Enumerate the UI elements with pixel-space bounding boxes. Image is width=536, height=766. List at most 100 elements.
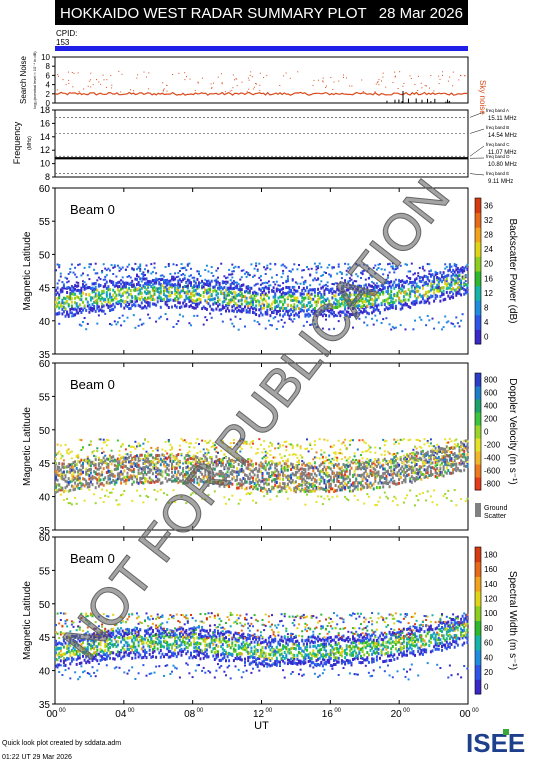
- echo-cell: [463, 450, 465, 453]
- echo-cell: [432, 461, 434, 464]
- echo-cell: [93, 450, 95, 452]
- echo-cell: [98, 305, 100, 308]
- sky-noise-point: [378, 81, 379, 82]
- echo-cell: [325, 272, 327, 274]
- echo-cell: [257, 292, 259, 295]
- sky-noise-point: [438, 76, 439, 77]
- echo-cell: [66, 300, 68, 303]
- echo-cell: [63, 285, 65, 287]
- sky-noise-point: [414, 84, 415, 85]
- echo-cell: [176, 306, 178, 309]
- sky-noise-point: [88, 86, 89, 87]
- echo-cell: [149, 305, 151, 308]
- echo-cell: [241, 303, 243, 306]
- beam-label: Beam 0: [70, 202, 115, 217]
- echo-cell: [230, 319, 232, 321]
- echo-cell: [225, 297, 227, 300]
- echo-cell: [296, 268, 298, 270]
- sky-noise-point: [111, 87, 112, 88]
- echo-cell: [152, 472, 154, 475]
- echo-cell: [76, 302, 78, 305]
- echo-cell: [249, 311, 251, 314]
- colorbar-tick-label: 16: [484, 274, 493, 283]
- echo-cell: [82, 283, 84, 285]
- echo-cell: [392, 297, 394, 300]
- echo-cell: [112, 488, 114, 490]
- echo-cell: [144, 439, 146, 441]
- echo-cell: [90, 263, 92, 265]
- echo-cell: [161, 481, 163, 484]
- echo-cell: [281, 490, 283, 492]
- echo-cell: [301, 276, 303, 278]
- echo-cell: [374, 468, 376, 471]
- echo-cell: [304, 297, 306, 300]
- echo-cell: [295, 308, 297, 311]
- echo-cell: [65, 669, 67, 671]
- echo-cell: [209, 288, 211, 291]
- echo-cell: [406, 280, 408, 283]
- echo-cell: [165, 313, 167, 315]
- echo-cell: [104, 441, 106, 443]
- echo-cell: [134, 263, 136, 265]
- echo-cell: [122, 443, 124, 445]
- echo-cell: [74, 470, 76, 473]
- echo-cell: [85, 328, 87, 330]
- echo-cell: [436, 272, 438, 274]
- echo-cell: [168, 306, 170, 309]
- echo-cell: [455, 439, 457, 441]
- sky-noise-point: [430, 75, 431, 76]
- echo-cell: [427, 471, 429, 474]
- echo-cell: [246, 297, 248, 300]
- echo-cell: [368, 496, 370, 498]
- echo-cell: [115, 276, 117, 278]
- echo-cell: [231, 323, 233, 325]
- echo-cell: [101, 489, 103, 491]
- sky-noise-point: [68, 83, 69, 84]
- echo-cell: [106, 274, 108, 276]
- echo-cell: [177, 320, 179, 322]
- echo-cell: [176, 467, 178, 470]
- echo-cell: [269, 454, 271, 456]
- echo-cell: [228, 269, 230, 271]
- freq-ylabel-unit: (MHz): [27, 136, 33, 150]
- echo-cell: [61, 456, 63, 458]
- echo-cell: [212, 275, 214, 277]
- echo-cell: [427, 315, 429, 317]
- echo-cell: [138, 325, 140, 327]
- colorbar-tick-label: 20: [484, 260, 493, 269]
- echo-cell: [366, 458, 368, 460]
- freq-band-name: freq band E: [486, 171, 509, 176]
- plot-title: HOKKAIDO WEST RADAR SUMMARY PLOT: [60, 5, 367, 22]
- echo-cell: [193, 447, 195, 449]
- echo-cell: [155, 304, 157, 307]
- sky-noise-point: [349, 86, 350, 87]
- sky-noise-point: [104, 79, 105, 80]
- echo-cell: [395, 327, 397, 329]
- echo-cell: [432, 448, 434, 450]
- echo-cell: [290, 313, 292, 316]
- echo-cell: [287, 304, 289, 307]
- echo-cell: [209, 305, 211, 308]
- echo-cell: [443, 495, 445, 497]
- echo-cell: [414, 294, 416, 297]
- echo-cell: [111, 324, 113, 326]
- echo-cell: [68, 316, 70, 318]
- freq-band-name: freq band C: [486, 142, 510, 147]
- echo-cell: [125, 482, 127, 485]
- echo-cell: [96, 289, 98, 292]
- echo-cell: [68, 667, 70, 669]
- echo-cell: [343, 441, 345, 443]
- echo-cell: [266, 309, 268, 312]
- colorbar-tick-label: -200: [484, 441, 501, 450]
- echo-cell: [382, 464, 384, 467]
- echo-cell: [284, 482, 286, 485]
- echo-cell: [100, 278, 102, 280]
- echo-cell: [123, 490, 125, 492]
- echo-cell: [166, 453, 168, 455]
- echo-cell: [217, 267, 219, 269]
- heatmap-ylabel: Magnetic Latitude: [22, 231, 33, 310]
- echo-cell: [389, 485, 391, 488]
- echo-cell: [138, 281, 140, 283]
- sky-noise-point: [351, 86, 352, 87]
- echo-cell: [354, 470, 356, 473]
